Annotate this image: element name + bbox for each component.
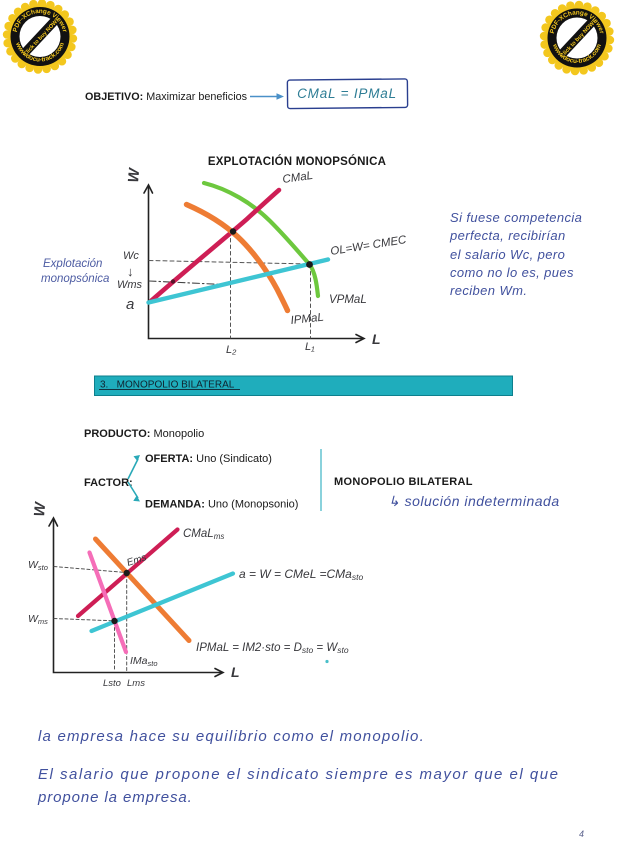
svg-text:OFERTA: Uno (Sindicato): OFERTA: Uno (Sindicato) xyxy=(145,453,272,465)
svg-text:Wsto: Wsto xyxy=(28,559,48,572)
svg-text:OBJETIVO: Maximizar beneficios: OBJETIVO: Maximizar beneficios xyxy=(85,91,248,103)
svg-text:FACTOR:: FACTOR: xyxy=(84,477,133,489)
svg-text:monopsónica: monopsónica xyxy=(41,273,109,285)
svg-text:la empresa hace su equilibrio: la empresa hace su equilibrio como el mo… xyxy=(38,728,425,745)
svg-text:el salario Wc, pero: el salario Wc, pero xyxy=(450,247,565,262)
svg-text:Explotación: Explotación xyxy=(43,258,102,270)
svg-text:IPMaL = IM2·sto = Dsto = Wsto: IPMaL = IM2·sto = Dsto = Wsto xyxy=(196,642,349,655)
svg-text:OL=W= CMEC: OL=W= CMEC xyxy=(330,234,408,258)
svg-text:L: L xyxy=(231,664,240,680)
svg-text:DEMANDA: Uno (Monopsonio): DEMANDA: Uno (Monopsonio) xyxy=(145,499,298,511)
svg-text:L: L xyxy=(372,331,381,347)
svg-text:Lms: Lms xyxy=(127,678,145,689)
svg-text:Wms: Wms xyxy=(117,279,143,291)
svg-text:Si fuese competencia: Si fuese competencia xyxy=(450,210,582,225)
svg-text:W: W xyxy=(31,500,49,517)
svg-text:a = W = CMeL =CMasto: a = W = CMeL =CMasto xyxy=(239,567,363,582)
svg-text:propone la empresa.: propone la empresa. xyxy=(37,789,193,806)
svg-text:L₂: L₂ xyxy=(226,344,237,356)
svg-text:como no lo es, pues: como no lo es, pues xyxy=(450,265,574,280)
svg-text:CMaL: CMaL xyxy=(282,170,314,186)
svg-text:perfecta, recibirían: perfecta, recibirían xyxy=(449,228,566,243)
svg-text:W: W xyxy=(125,166,143,183)
svg-text:reciben Wm.: reciben Wm. xyxy=(450,283,527,298)
svg-text:↓: ↓ xyxy=(127,264,134,279)
svg-text:L₁: L₁ xyxy=(305,341,315,353)
svg-text:MONOPOLIO BILATERAL: MONOPOLIO BILATERAL xyxy=(334,476,473,488)
svg-text:Lsto: Lsto xyxy=(103,678,121,689)
svg-text:El salario que propone el sind: El salario que propone el sindicato siem… xyxy=(38,766,559,783)
svg-text:3. MONOPOLIO BILATERAL: 3. MONOPOLIO BILATERAL xyxy=(100,380,235,391)
svg-text:↳ solución indeterminada: ↳ solución indeterminada xyxy=(388,493,560,509)
svg-text:CMaL = IPMaL: CMaL = IPMaL xyxy=(297,86,397,101)
svg-text:IMasto: IMasto xyxy=(130,655,158,668)
svg-text:PRODUCTO: Monopolio: PRODUCTO: Monopolio xyxy=(84,428,204,440)
svg-text:EXPLOTACIÓN MONOPSÓNICA: EXPLOTACIÓN MONOPSÓNICA xyxy=(208,155,386,168)
svg-text:CMaLms: CMaLms xyxy=(183,528,224,541)
svg-text:a: a xyxy=(126,296,134,313)
svg-text:Wc: Wc xyxy=(123,250,139,262)
svg-text:VPMaL: VPMaL xyxy=(329,294,367,306)
svg-text:IPMaL: IPMaL xyxy=(290,312,324,327)
svg-text:4: 4 xyxy=(579,829,584,839)
svg-text:Wms: Wms xyxy=(28,613,48,626)
